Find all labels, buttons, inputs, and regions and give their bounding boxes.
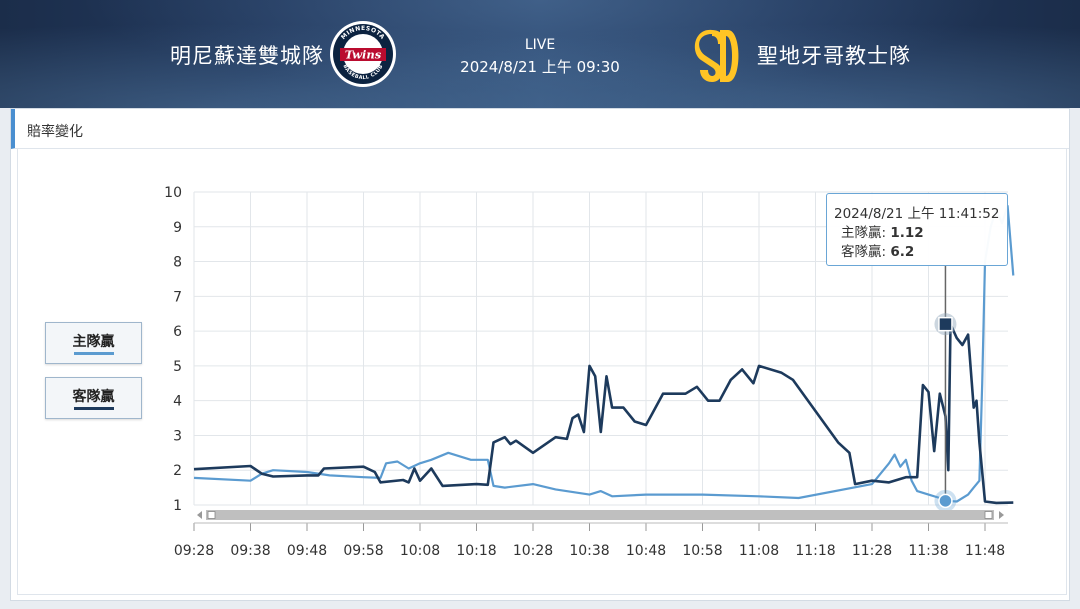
tooltip-time: 2024/8/21 上午 11:41:52	[834, 206, 1000, 222]
y-tick-label: 6	[173, 324, 182, 340]
legend-home-label: 主隊贏	[72, 334, 115, 350]
tooltip-home-row: 主隊贏: 1.12	[841, 221, 924, 241]
y-tick-label: 3	[173, 428, 182, 444]
match-header: 明尼蘇達雙城隊 MINNESOTA BASEBALL CLUB Twins LI…	[0, 0, 1080, 108]
x-tick-label: 11:38	[908, 543, 948, 559]
padres-sd-logo-icon	[694, 29, 739, 82]
x-tick-label: 09:58	[343, 543, 383, 559]
y-tick-label: 4	[173, 394, 182, 410]
y-tick-label: 1	[173, 498, 182, 514]
legend-home-swatch	[74, 352, 114, 355]
chart-container	[17, 149, 1067, 595]
svg-text:Twins: Twins	[345, 48, 382, 62]
panel-title: 賠率變化	[27, 124, 83, 140]
time-scrollbar	[197, 510, 1004, 520]
x-tick-label: 11:18	[795, 543, 835, 559]
y-tick-label: 2	[173, 463, 182, 479]
tooltip-home-label: 主隊贏:	[841, 225, 891, 241]
x-tick-label: 11:48	[965, 543, 1005, 559]
legend-away-toggle[interactable]: 客隊贏	[45, 377, 142, 419]
away-team-name: 聖地牙哥教士隊	[757, 44, 911, 68]
scrollbar-left-handle	[207, 511, 216, 519]
twins-logo-icon: MINNESOTA BASEBALL CLUB Twins	[330, 21, 396, 87]
legend-home-toggle[interactable]: 主隊贏	[45, 322, 142, 364]
scrollbar-track	[206, 510, 994, 520]
x-axis-ticks: 09:28 09:38 09:48 09:58 10:08 10:18 10:28 10:38…	[174, 522, 1008, 559]
scrollbar-right-handle	[984, 511, 993, 519]
scroll-left-arrow-icon	[197, 511, 202, 519]
y-tick-label: 10	[164, 185, 182, 201]
scroll-right-arrow-icon	[999, 511, 1004, 519]
x-tick-label: 10:28	[513, 543, 553, 559]
home-team-name: 明尼蘇達雙城隊	[170, 44, 324, 68]
y-tick-label: 9	[173, 220, 182, 236]
match-start-time: 2024/8/21 上午 09:30	[460, 58, 620, 76]
panel-header: 賠率變化	[11, 109, 1069, 149]
series-away-line	[193, 322, 1014, 505]
x-tick-label: 11:28	[852, 543, 892, 559]
legend-away-label: 客隊贏	[72, 389, 115, 405]
x-tick-label: 10:48	[626, 543, 666, 559]
series-home-line	[193, 204, 1015, 503]
x-tick-label: 09:48	[287, 543, 327, 559]
y-axis-ticks: 1 2 3 4 5 6 7 8 9 10	[164, 185, 182, 514]
x-tick-label: 10:38	[569, 543, 609, 559]
y-tick-label: 7	[173, 289, 182, 305]
chart-grid	[193, 191, 1008, 506]
tooltip-away-value: 6.2	[890, 244, 915, 260]
x-tick-label: 09:28	[174, 543, 214, 559]
tooltip-home-value: 1.12	[890, 225, 924, 241]
highlight-home-point	[938, 493, 953, 509]
tooltip-away-row: 客隊贏: 6.2	[841, 240, 914, 260]
tooltip-away-label: 客隊贏:	[841, 244, 891, 260]
y-tick-label: 8	[173, 255, 182, 271]
x-tick-label: 10:08	[400, 543, 440, 559]
hover-tooltip: 2024/8/21 上午 11:41:52 主隊贏: 1.12 客隊贏: 6.2	[826, 193, 1008, 266]
live-status: LIVE	[524, 37, 556, 53]
x-tick-label: 10:18	[456, 543, 496, 559]
legend-away-swatch	[74, 407, 114, 410]
x-tick-label: 10:58	[682, 543, 722, 559]
highlight-away-point	[938, 316, 953, 332]
x-tick-label: 11:08	[739, 543, 779, 559]
x-tick-label: 09:38	[230, 543, 270, 559]
y-tick-label: 5	[173, 359, 182, 375]
